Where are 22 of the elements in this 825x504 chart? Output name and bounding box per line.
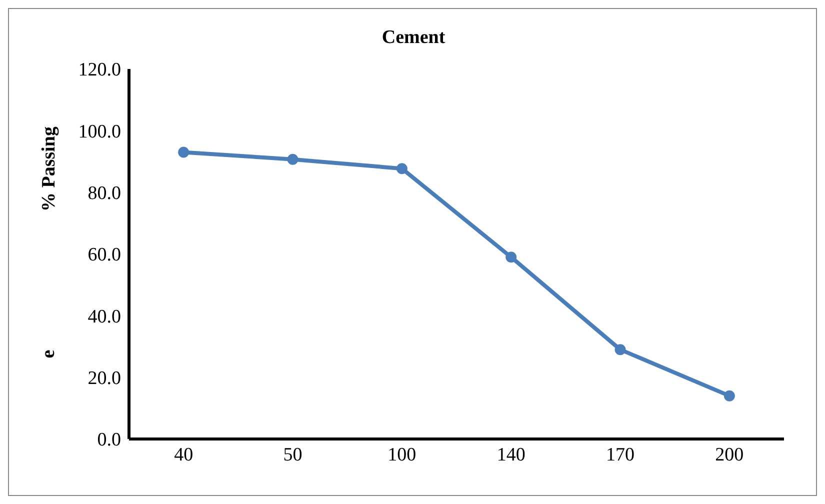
x-tick-label: 50 bbox=[283, 444, 302, 466]
y-tick-label: 100.0 bbox=[78, 121, 121, 142]
point bbox=[506, 252, 517, 263]
point bbox=[614, 344, 626, 356]
chart-title: Cement bbox=[380, 27, 446, 49]
y-tick-label: 80.0 bbox=[88, 183, 121, 204]
x-tick-label: 170 bbox=[606, 444, 634, 466]
y-tick-label: 20.0 bbox=[88, 368, 121, 390]
y-tick-label: 0.0 bbox=[97, 430, 121, 451]
x-tick-label: 200 bbox=[715, 444, 744, 466]
point bbox=[396, 163, 408, 174]
point bbox=[287, 154, 298, 165]
y-axis-title: % Passing bbox=[38, 126, 60, 212]
y-tick-label: 120.0 bbox=[78, 60, 121, 81]
y-tick-label: 40.0 bbox=[88, 306, 121, 328]
x-tick-label: 140 bbox=[496, 444, 526, 466]
y-tick-label: 60.0 bbox=[88, 244, 121, 266]
point bbox=[724, 390, 735, 402]
x-tick-label: 40 bbox=[174, 444, 194, 466]
point bbox=[178, 146, 190, 158]
text: e bbox=[38, 350, 60, 358]
x-tick-label: 100 bbox=[388, 444, 416, 466]
